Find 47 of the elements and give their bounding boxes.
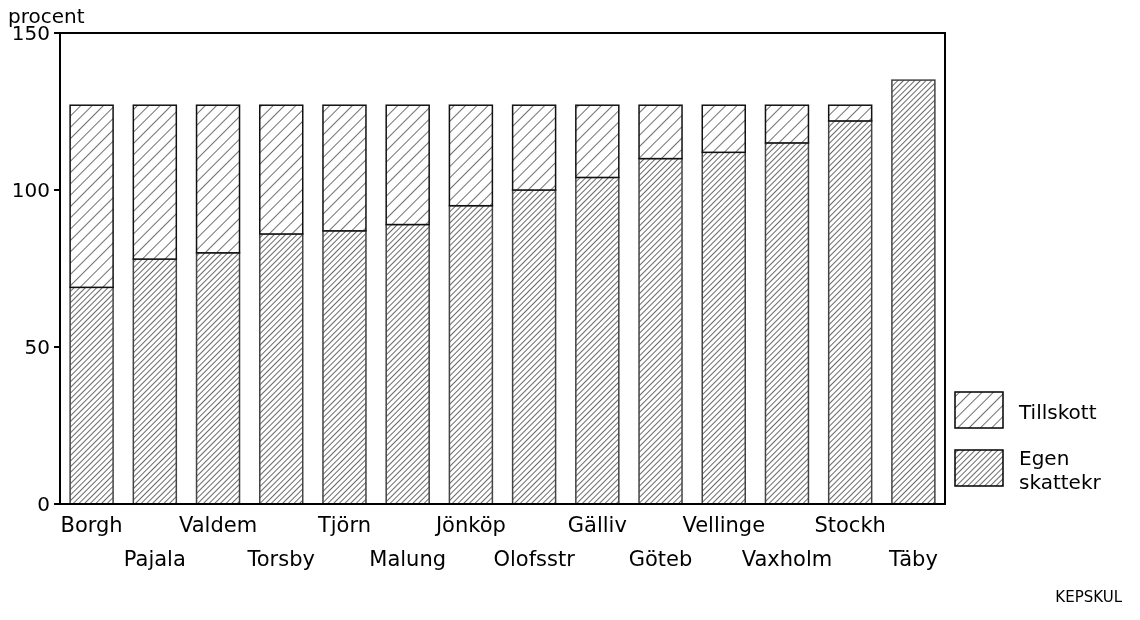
bar: [891, 79, 936, 505]
bar: [132, 258, 178, 505]
bar: [827, 104, 873, 122]
bar: [385, 223, 430, 505]
bar: [385, 104, 430, 226]
bar: [195, 252, 241, 505]
x-tick-label: Borgh: [60, 513, 123, 537]
x-tick-label: Malung: [369, 547, 447, 571]
bar: [575, 104, 620, 179]
bar: [764, 104, 810, 144]
legend-label: Tillskott: [1018, 400, 1097, 424]
x-tick-label: Göteb: [628, 547, 693, 571]
bar: [701, 151, 746, 505]
bar: [448, 104, 494, 207]
y-tick-label: 0: [37, 492, 50, 516]
bar: [764, 142, 810, 505]
x-tick-label: Jönköp: [433, 513, 506, 537]
bar: [259, 104, 304, 235]
bar: [69, 286, 114, 505]
x-tick-label: Stockh: [814, 513, 886, 537]
text: KEPSKUL: [1055, 588, 1123, 606]
bar: [575, 176, 620, 505]
x-tick-label: Olofsstr: [493, 547, 576, 571]
y-tick-label: 100: [11, 178, 50, 202]
bar: [195, 104, 241, 254]
bar: [638, 157, 683, 505]
x-tick-label: Vellinge: [682, 513, 766, 537]
x-tick-label: Täby: [887, 547, 938, 571]
x-tick-label: Tjörn: [316, 513, 372, 537]
x-tick-label: Pajala: [123, 547, 186, 571]
bar: [448, 204, 494, 505]
bar: [259, 233, 304, 505]
bar: [701, 104, 746, 154]
x-tick-label: Gälliv: [567, 513, 627, 537]
x-tick-label: Valdem: [178, 513, 258, 537]
y-tick-label: 50: [24, 335, 50, 359]
bar: [827, 120, 873, 505]
x-tick-label: Vaxholm: [741, 547, 833, 571]
bar: [511, 189, 557, 505]
x-tick-label: Torsby: [246, 547, 315, 571]
bar: [69, 104, 114, 289]
bar: [322, 104, 367, 232]
bar: [132, 104, 178, 260]
legend-label: Egen skattekr: [1019, 446, 1102, 494]
bar: [322, 230, 367, 505]
bar: [638, 104, 683, 160]
bar: [511, 104, 557, 191]
